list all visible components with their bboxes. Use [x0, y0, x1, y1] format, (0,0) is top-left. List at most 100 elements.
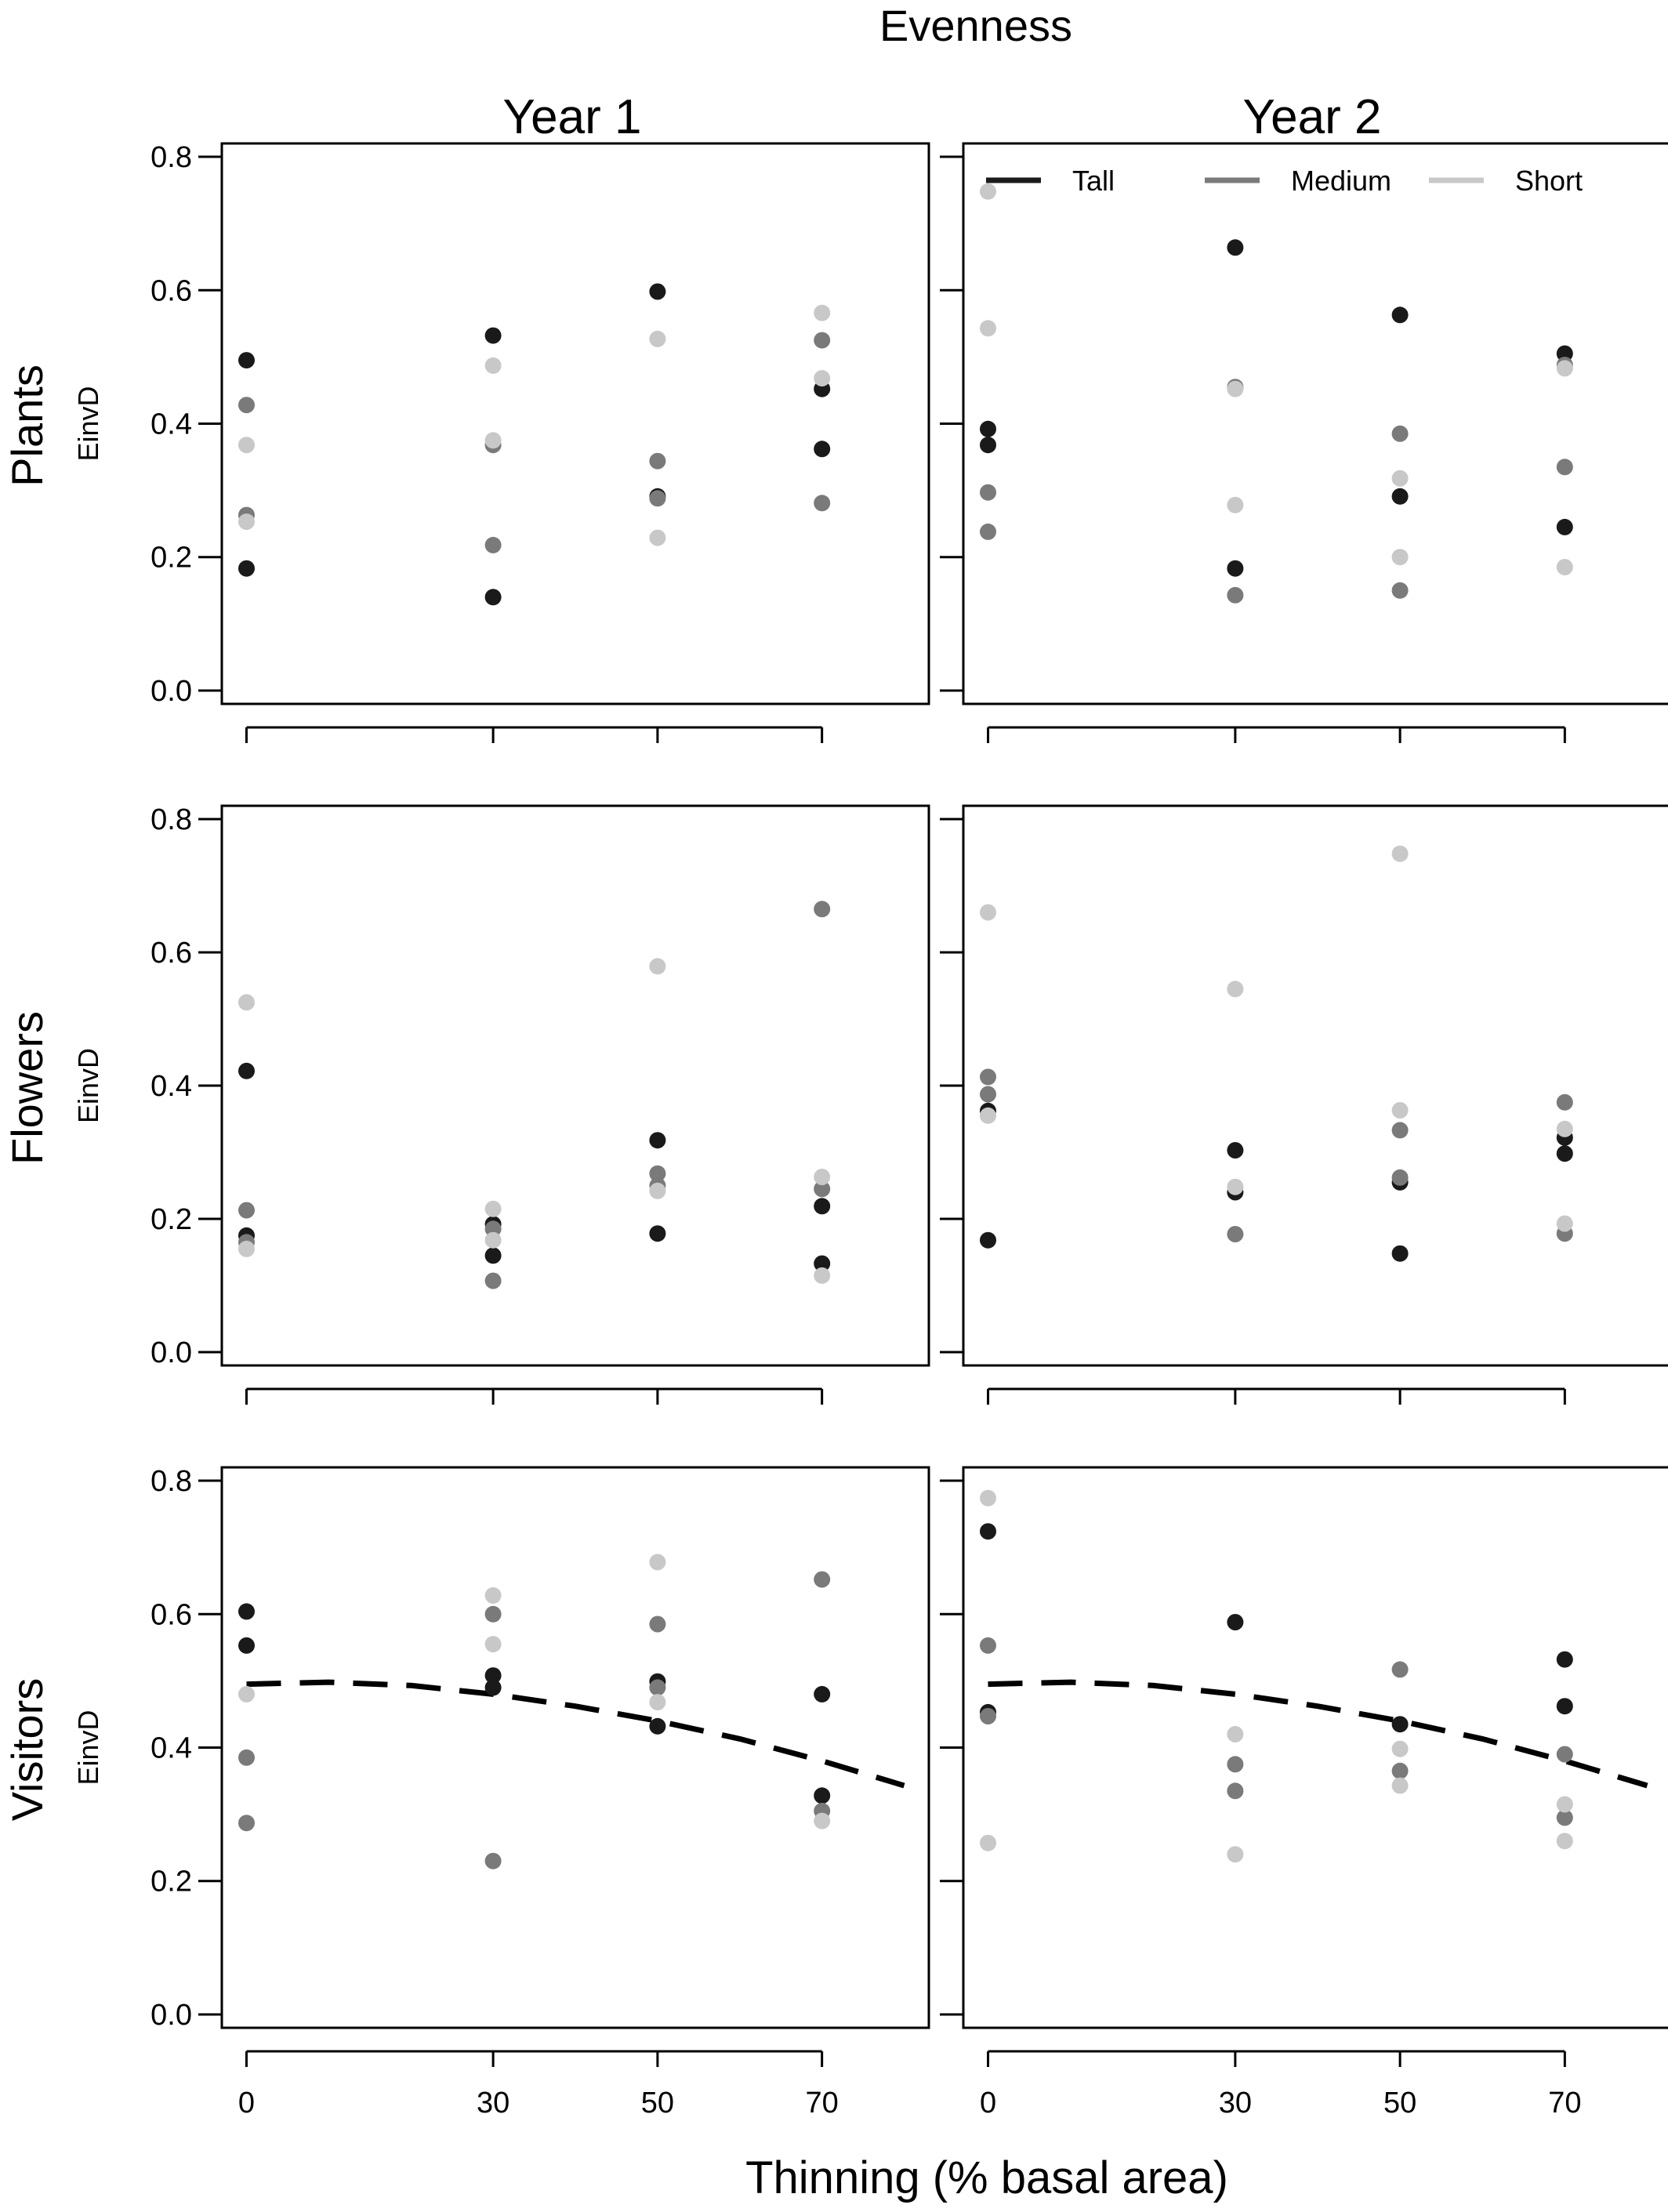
row-title-visitors: Visitors	[2, 1678, 52, 1822]
data-point-medium	[238, 1749, 255, 1766]
y-tick-label: 0.6	[150, 274, 192, 307]
data-point-tall	[980, 437, 996, 454]
data-point-medium	[1391, 1762, 1409, 1779]
series-tall	[980, 239, 1573, 577]
y-axis-label: EinvD	[72, 386, 104, 461]
data-point-short	[649, 529, 666, 546]
data-point-short	[1391, 1740, 1409, 1757]
data-point-tall	[649, 283, 666, 300]
y-tick-label: 0.8	[150, 1465, 192, 1498]
series-tall	[238, 1062, 831, 1272]
data-point-short	[1556, 559, 1573, 575]
panel-plants-year-2-frame	[962, 142, 1668, 705]
y-axis-label: EinvD	[72, 1710, 104, 1785]
row-title-plants: Plants	[2, 364, 52, 487]
data-point-medium	[980, 1068, 996, 1086]
data-point-medium	[238, 397, 255, 414]
panel-plants-year-1-frame	[220, 142, 930, 705]
y-tick-label: 0.4	[150, 1070, 192, 1103]
series-short	[980, 183, 1573, 575]
data-point-medium	[649, 1615, 666, 1633]
data-point-tall	[649, 1717, 666, 1735]
data-point-medium	[1227, 1756, 1244, 1773]
data-point-short	[649, 1182, 666, 1199]
data-point-medium	[1391, 1169, 1409, 1186]
data-point-tall	[1391, 1716, 1409, 1733]
data-point-short	[649, 958, 666, 975]
series-medium	[238, 332, 831, 553]
data-point-short	[238, 513, 255, 531]
y-tick-label: 0.0	[150, 1999, 192, 2032]
series-short	[238, 1554, 831, 1829]
data-point-short	[1391, 845, 1409, 862]
data-point-short	[649, 1554, 666, 1571]
data-point-short	[814, 1267, 831, 1284]
data-point-tall	[1556, 1698, 1573, 1715]
y-tick-label: 0.0	[150, 675, 192, 708]
series-medium	[980, 1068, 1573, 1242]
panel-visitors-year-1-frame	[220, 1466, 930, 2029]
data-point-medium	[649, 1679, 666, 1696]
panel-visitors-year-1: 0.0 0.2 0.4 0.6 0.8 EinvD 0 30 50 70	[72, 1465, 930, 2120]
data-point-short	[238, 437, 255, 454]
data-point-medium	[484, 1605, 502, 1623]
series-tall	[238, 283, 831, 606]
series-short	[238, 958, 831, 1284]
data-point-short	[1227, 1178, 1244, 1195]
series-tall	[980, 1523, 1573, 1733]
y-tick-label: 0.2	[150, 1203, 192, 1236]
data-point-short	[1391, 1102, 1409, 1119]
data-point-short	[980, 1107, 996, 1124]
data-point-short	[814, 1169, 831, 1185]
data-point-tall	[1556, 518, 1573, 535]
data-point-tall	[1391, 1245, 1409, 1262]
data-point-medium	[980, 1637, 996, 1654]
data-point-short	[1556, 360, 1573, 377]
data-point-short	[238, 994, 255, 1011]
data-point-tall	[484, 1679, 502, 1696]
series-medium	[980, 357, 1573, 604]
data-point-tall	[814, 1255, 831, 1272]
data-point-short	[1391, 1777, 1409, 1794]
data-point-tall	[1556, 345, 1573, 362]
y-tick-label: 0.0	[150, 1336, 192, 1369]
data-point-tall	[238, 352, 255, 369]
data-point-medium	[814, 1571, 831, 1588]
row-title-flowers: Flowers	[2, 1011, 52, 1165]
data-point-medium	[980, 1708, 996, 1724]
data-point-short	[238, 1240, 255, 1257]
data-point-medium	[1556, 1093, 1573, 1111]
series-medium	[238, 901, 831, 1289]
data-point-short	[1227, 496, 1244, 513]
data-point-short	[980, 1489, 996, 1507]
data-point-tall	[1391, 488, 1409, 505]
y-tick-label: 0.2	[150, 1866, 192, 1898]
data-point-tall	[1227, 560, 1244, 577]
x-tick-label: 50	[1383, 2087, 1416, 2120]
data-point-medium	[1227, 586, 1244, 604]
y-tick-label: 0.8	[150, 141, 192, 174]
data-point-short	[238, 1685, 255, 1703]
data-point-short	[1227, 981, 1244, 998]
data-point-tall	[814, 1787, 831, 1804]
data-point-medium	[238, 1815, 255, 1832]
y-tick-label: 0.4	[150, 408, 192, 441]
data-point-short	[484, 1636, 502, 1653]
column-title-year-1: Year 1	[503, 90, 642, 144]
x-tick-label: 50	[641, 2087, 674, 2120]
data-point-medium	[484, 536, 502, 553]
data-point-medium	[814, 332, 831, 349]
data-point-short	[980, 183, 996, 200]
column-title-year-2: Year 2	[1243, 90, 1382, 144]
data-point-medium	[814, 1180, 831, 1198]
trend-line-tall	[988, 1679, 1648, 1789]
data-point-medium	[649, 452, 666, 470]
legend-label-tall: Tall	[1072, 165, 1115, 197]
y-tick-label: 0.6	[150, 1598, 192, 1631]
series-short	[980, 1489, 1573, 1863]
data-point-medium	[1227, 1226, 1244, 1242]
legend-label-short: Short	[1515, 165, 1583, 197]
data-point-medium	[980, 484, 996, 501]
data-point-medium	[1556, 1746, 1573, 1763]
series-short	[980, 845, 1573, 1232]
